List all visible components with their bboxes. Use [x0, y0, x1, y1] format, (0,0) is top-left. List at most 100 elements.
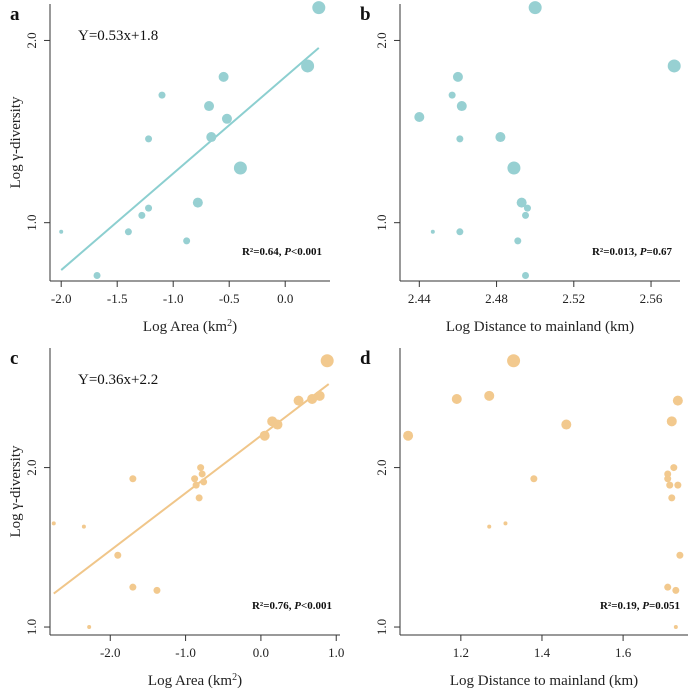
x-tick-label-a: -1.5 — [107, 291, 128, 306]
x-axis-title-b: Log Distance to mainland (km) — [446, 319, 634, 335]
data-point-d — [664, 470, 672, 478]
data-point-c — [272, 419, 283, 430]
x-tick-label-b: 2.44 — [408, 291, 431, 306]
y-tick-label-c: 1.0 — [24, 619, 39, 635]
data-point-c — [259, 430, 270, 441]
data-point-c — [192, 481, 200, 489]
data-point-b — [452, 71, 463, 82]
y-tick-label-a: 1.0 — [24, 215, 39, 231]
data-point-c — [51, 521, 56, 526]
x-tick-label-c: -1.0 — [175, 645, 196, 660]
data-point-d — [484, 390, 495, 401]
data-point-c — [191, 475, 199, 483]
data-point-d — [530, 475, 538, 483]
data-point-a — [221, 113, 232, 124]
data-point-b — [667, 59, 681, 73]
data-point-a — [138, 211, 146, 219]
data-point-b — [414, 111, 425, 122]
data-point-a — [192, 197, 203, 208]
data-point-d — [451, 394, 462, 405]
data-point-b — [522, 272, 530, 280]
data-point-d — [507, 354, 521, 368]
data-point-a — [183, 237, 191, 245]
panel-letter-a: a — [10, 4, 20, 25]
data-point-d — [664, 583, 672, 591]
data-point-d — [676, 551, 684, 559]
data-point-d — [561, 419, 572, 430]
data-point-b — [456, 228, 464, 236]
data-point-c — [197, 464, 205, 472]
panel-letter-b: b — [360, 4, 371, 25]
data-point-b — [507, 161, 521, 175]
data-point-c — [129, 475, 137, 483]
x-tick-label-b: 2.48 — [485, 291, 508, 306]
x-tick-label-a: -0.5 — [219, 291, 240, 306]
data-point-d — [487, 524, 492, 529]
data-point-a — [312, 1, 326, 15]
panel-letter-c: c — [10, 348, 18, 369]
y-tick-label-d: 1.0 — [374, 619, 389, 635]
stats-label-d: R²=0.19, P=0.051 — [600, 600, 680, 612]
data-point-b — [456, 135, 464, 143]
panel-letter-d: d — [360, 348, 371, 369]
x-tick-label-a: -2.0 — [51, 291, 72, 306]
y-tick-label-b: 2.0 — [374, 32, 389, 48]
data-point-b — [528, 1, 542, 15]
panel-d: 1.2 1.4 1.6 1.0 2.0 d Log Distance to mainland… — [360, 348, 688, 689]
data-point-b — [523, 204, 531, 212]
x-axis-title-a: Log Area (km2) — [143, 318, 237, 336]
x-tick-label-d: 1.2 — [453, 645, 469, 660]
data-point-c — [307, 394, 318, 405]
data-point-a — [145, 135, 153, 143]
panel-c: -2.0 -1.0 0.0 1.0 1.0 2.0 c Log Area (km2) Log γ… — [8, 348, 344, 689]
equation-c: Y=0.36x+2.2 — [78, 372, 158, 388]
data-point-c — [114, 551, 122, 559]
x-tick-label-c: -2.0 — [100, 645, 121, 660]
data-point-d — [666, 481, 674, 489]
data-point-d — [666, 416, 677, 427]
equation-a: Y=0.53x+1.8 — [78, 28, 158, 44]
x-tick-label-b: 2.52 — [562, 291, 585, 306]
data-point-c — [87, 625, 92, 630]
data-point-d — [672, 586, 680, 594]
stats-label-a: R²=0.64, P<0.001 — [242, 246, 322, 258]
panel-b: 2.44 2.48 2.52 2.56 1.0 2.0b Log Distance to m… — [360, 1, 681, 335]
data-point-a — [301, 59, 315, 73]
y-tick-label-c: 2.0 — [24, 459, 39, 475]
x-axis-title-c: Log Area (km2) — [148, 672, 242, 689]
data-point-a — [59, 229, 64, 234]
data-point-a — [204, 101, 215, 112]
x-tick-label-b: 2.56 — [640, 291, 663, 306]
x-tick-label-c: 0.0 — [253, 645, 269, 660]
data-point-d — [673, 625, 678, 630]
data-point-b — [448, 91, 456, 99]
y-tick-label-a: 2.0 — [24, 32, 39, 48]
data-point-a — [218, 71, 229, 82]
data-point-c — [129, 583, 137, 591]
data-point-a — [145, 204, 153, 212]
stats-label-b: R²=0.013, P=0.67 — [592, 246, 673, 258]
y-tick-label-b: 1.0 — [374, 215, 389, 231]
y-tick-label-d: 2.0 — [374, 459, 389, 475]
data-point-d — [403, 430, 414, 441]
data-point-b — [516, 197, 527, 208]
data-point-d — [672, 395, 683, 406]
data-point-c — [200, 478, 208, 486]
data-point-b — [456, 101, 467, 112]
regression-line-c — [53, 383, 330, 595]
data-point-b — [495, 132, 506, 143]
data-point-c — [198, 470, 206, 478]
x-axis-title-d: Log Distance to mainland (km) — [450, 673, 638, 689]
data-point-c — [293, 395, 304, 406]
data-point-a — [93, 272, 101, 280]
data-point-c — [314, 390, 325, 401]
stats-label-c: R²=0.76, P<0.001 — [252, 600, 332, 612]
data-point-a — [124, 228, 132, 236]
x-tick-label-a: -1.0 — [163, 291, 184, 306]
y-axis-title-c: Log γ-diversity — [8, 445, 24, 538]
y-axis-title-a: Log γ-diversity — [8, 96, 24, 189]
data-point-c — [153, 586, 161, 594]
panel-a: -2.0 -1.5 -1.0 -0.5 0.0 1.0 2.0 a Log Area (km2)… — [8, 1, 330, 335]
x-tick-label-a: 0.0 — [277, 291, 293, 306]
